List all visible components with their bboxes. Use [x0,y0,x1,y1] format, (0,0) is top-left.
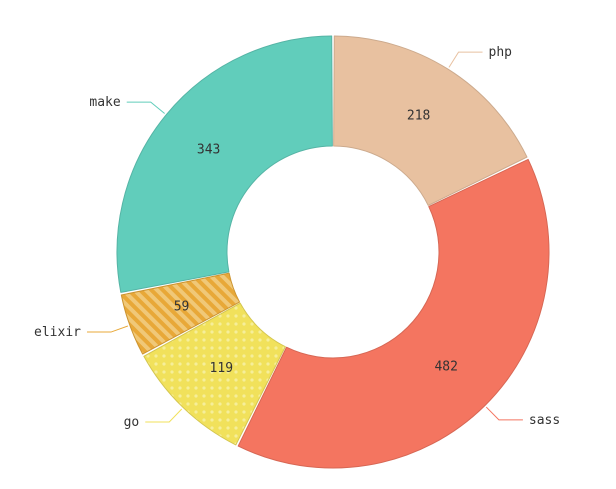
slice-make[interactable] [116,35,333,293]
category-label-elixir: elixir [34,325,81,340]
callout-line-elixir [86,325,129,333]
slice-value-label-php: 218 [407,109,430,124]
labels-layer: 218 php 482 sass 119 go 59 elixir 343 make [34,45,560,430]
category-label-go: go [124,415,140,430]
category-label-php: php [489,45,513,60]
category-label-sass: sass [529,413,560,428]
slice-elixir[interactable] [120,272,241,355]
callout-line-php [448,51,483,68]
callout-line-sass [485,406,523,421]
slice-value-label-elixir: 59 [174,300,190,315]
slice-value-label-make: 343 [197,143,220,158]
slice-sass[interactable] [237,158,550,469]
slice-php[interactable] [333,35,528,206]
slice-go[interactable] [143,302,286,446]
slice-value-label-sass: 482 [434,360,457,375]
callout-line-make [126,101,165,114]
category-label-make: make [89,95,120,110]
slice-value-label-go: 119 [210,361,233,376]
callout-line-go [145,408,183,423]
slices-layer [116,35,550,469]
